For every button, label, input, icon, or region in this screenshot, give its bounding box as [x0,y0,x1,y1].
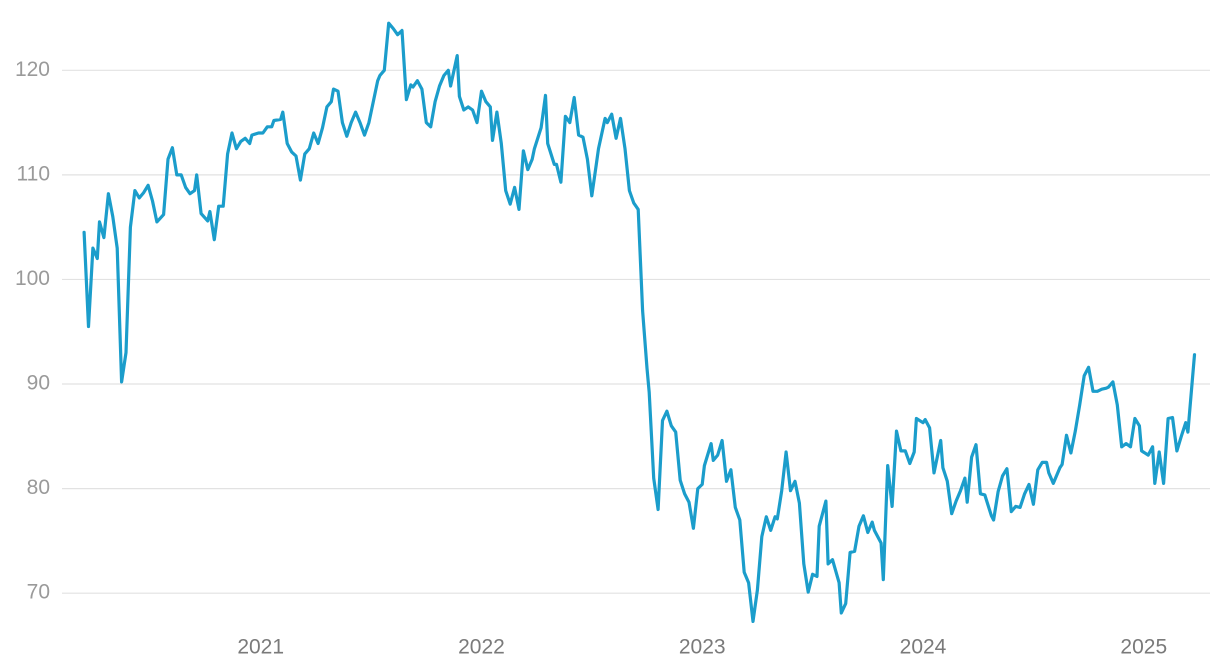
x-tick-label: 2024 [900,636,947,659]
x-tick-label: 2021 [237,636,284,659]
y-tick-label: 100 [15,267,50,290]
x-tick-label: 2023 [679,636,726,659]
y-tick-label: 70 [27,581,50,604]
y-tick-label: 120 [15,58,50,81]
y-tick-label: 90 [27,372,50,395]
y-tick-label: 110 [17,162,50,185]
y-tick-label: 80 [27,476,50,499]
data-line [82,21,1197,623]
x-tick-label: 2022 [458,636,505,659]
x-tick-label: 2025 [1120,636,1167,659]
